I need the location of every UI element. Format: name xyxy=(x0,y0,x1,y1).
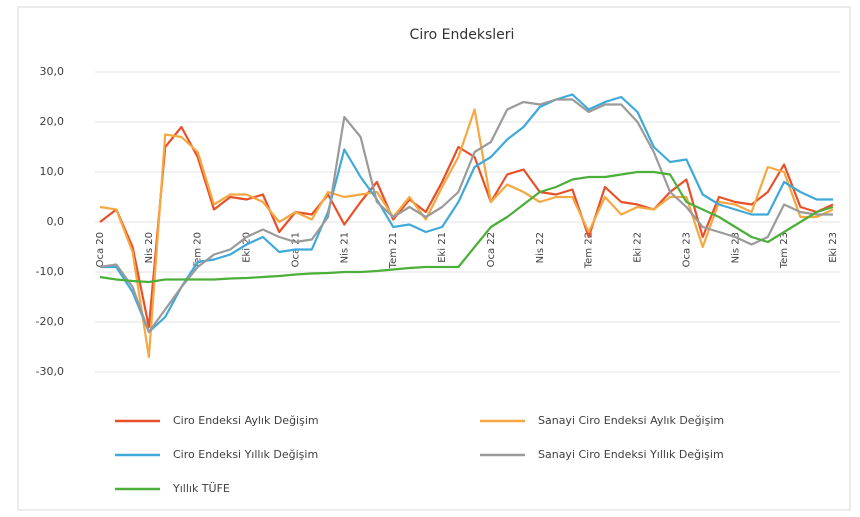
y-tick-label: -20,0 xyxy=(36,315,64,328)
legend-label: Ciro Endeksi Yıllık Değişim xyxy=(173,448,318,461)
y-tick-label: -10,0 xyxy=(36,265,64,278)
x-tick-label: Oca 23 xyxy=(681,232,692,267)
x-tick-label: Tem 22 xyxy=(584,232,595,269)
x-tick-label: Nis 22 xyxy=(535,232,546,263)
line-series xyxy=(99,125,834,329)
x-tick-label: Eki 21 xyxy=(437,232,448,263)
x-tick-label: Eki 22 xyxy=(633,232,644,263)
legend-label: Ciro Endeksi Aylık Değişim xyxy=(173,414,319,427)
x-tick-label: Tem 20 xyxy=(193,232,204,269)
x-tick-label: Tem 23 xyxy=(779,232,790,269)
y-tick-label: 0,0 xyxy=(47,215,65,228)
y-tick-label: 20,0 xyxy=(40,115,65,128)
y-tick-label: -30,0 xyxy=(36,365,64,378)
x-tick-label: Eki 20 xyxy=(242,232,253,263)
chart-title: Ciro Endeksleri xyxy=(410,27,515,43)
line-series xyxy=(100,93,833,334)
line-series xyxy=(99,170,834,284)
x-tick-label: Nis 23 xyxy=(730,232,741,263)
x-tick-label: Nis 20 xyxy=(144,232,155,263)
x-tick-label: Tem 21 xyxy=(388,232,399,269)
legend-label: Sanayi Ciro Endeksi Yıllık Değişim xyxy=(538,448,724,461)
line-series xyxy=(99,108,834,359)
y-tick-label: 30,0 xyxy=(40,65,65,78)
line-series xyxy=(99,98,833,334)
chart-frame xyxy=(17,6,851,511)
x-tick-label: Oca 20 xyxy=(95,232,106,267)
legend-label: Sanayi Ciro Endeksi Aylık Değişim xyxy=(538,414,724,427)
x-tick-label: Oca 22 xyxy=(486,232,497,267)
x-tick-label: Eki 23 xyxy=(828,232,839,263)
y-tick-label: 10,0 xyxy=(40,165,65,178)
x-tick-label: Nis 21 xyxy=(339,232,350,263)
legend-label: Yıllık TÜFE xyxy=(172,482,230,495)
